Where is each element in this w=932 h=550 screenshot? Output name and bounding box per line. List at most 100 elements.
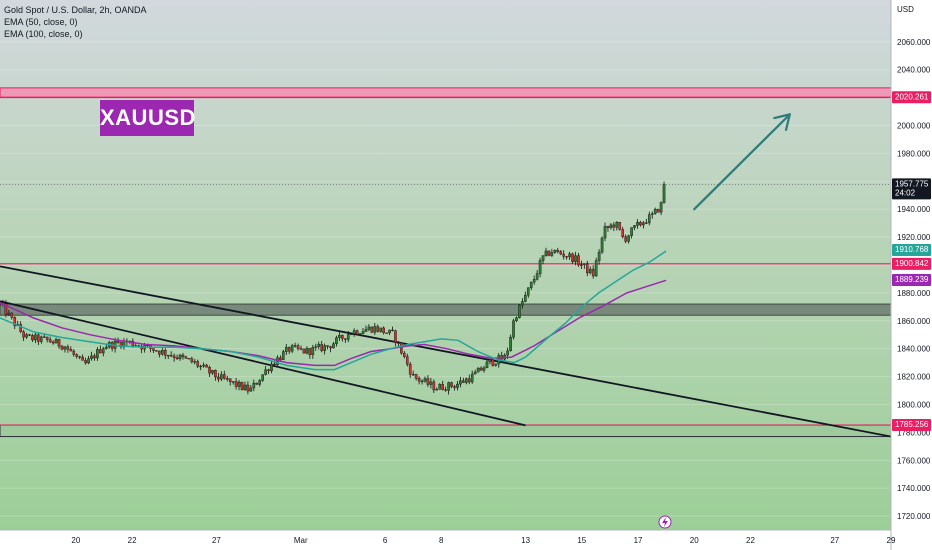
zone-0[interactable] [0,87,892,99]
candle-body-99 [290,345,294,352]
candle-207 [609,222,613,230]
candle-146 [429,377,433,389]
candle-70 [205,363,208,368]
candle-body-197 [580,264,583,266]
ema100-line[interactable] [0,279,667,367]
legend-ema100[interactable]: EMA (100, close, 0) [4,29,83,39]
candle-body-149 [438,384,442,390]
candle-body-78 [228,378,232,382]
candle-body-109 [320,344,323,351]
candle-body-105 [308,348,312,355]
y-tick-label-10: 1920.000 [897,233,931,242]
candle-197 [580,260,583,269]
candle-132 [388,329,391,336]
candle-body-220 [647,214,651,224]
level-tag-1-text: 1900.842 [895,259,929,268]
candle-body-41 [119,342,123,348]
candle-body-184 [541,255,545,261]
legend-symbol[interactable]: Gold Spot / U.S. Dollar, 2h, OANDA [4,5,147,15]
candle-222 [653,207,657,215]
y-tick-label-6: 1840.000 [897,345,931,354]
candle-212 [624,234,627,244]
y-tick-label-16: 2040.000 [897,66,931,75]
candle-206 [606,225,610,232]
candle-body-143 [420,380,424,383]
candle-134 [394,329,397,347]
zone-1[interactable] [0,303,892,316]
zone-2[interactable] [0,424,892,438]
trendline-0[interactable] [0,265,892,438]
candle-body-65 [190,358,194,363]
candle-body-145 [426,378,430,385]
candle-body-21 [60,345,64,350]
candle-158 [464,377,468,385]
candle-112 [329,345,332,353]
candle-body-11 [31,335,34,341]
candle-body-110 [323,345,326,351]
legend-ema50[interactable]: EMA (50, close, 0) [4,17,78,27]
time-axis[interactable] [0,530,891,550]
candle-body-196 [577,255,580,266]
candle-body-135 [397,342,400,344]
candle-102 [299,345,303,351]
candle-2 [4,300,8,318]
candle-63 [184,355,188,359]
candle-88 [258,379,262,387]
candle-body-45 [131,340,135,347]
candle-body-186 [547,250,551,256]
candle-body-60 [175,357,179,359]
x-tick-label-3: Mar [294,536,308,545]
candle-129 [379,327,383,333]
candle-body-213 [627,235,630,242]
candle-body-55 [161,349,164,355]
candle-186 [547,250,551,257]
candle-body-131 [385,332,388,334]
candle-body-144 [423,378,427,382]
candle-body-14 [40,336,43,342]
candle-body-160 [470,373,474,383]
candle-168 [494,363,498,367]
candle-body-189 [556,250,560,252]
candle-163 [479,366,483,371]
ema50-line[interactable] [0,250,667,371]
up-arrow-line[interactable] [693,113,791,211]
candle-body-178 [524,294,527,302]
candle-224 [659,201,663,216]
candle-body-188 [553,250,557,253]
candle-body-173 [509,336,512,352]
trendline-1[interactable] [0,300,526,427]
candle-116 [341,334,344,342]
candle-body-123 [361,331,365,334]
candle-body-179 [526,287,530,296]
candle-106 [311,344,315,359]
candle-body-23 [66,346,70,350]
candle-108 [317,341,321,350]
ema-tag-1-text: 1889.239 [895,275,929,284]
candle-body-96 [282,351,285,360]
candle-body-180 [529,281,533,288]
candle-body-76 [222,374,226,379]
candle-body-108 [317,344,321,347]
candle-76 [222,370,226,380]
candle-body-121 [355,330,359,335]
level-tag-0-text: 2020.261 [895,92,929,101]
candle-90 [264,365,267,376]
candle-body-80 [234,381,238,387]
candle-body-91 [267,369,270,372]
candle-111 [326,345,329,350]
y-tick-label-7: 1860.000 [897,317,931,326]
candle-body-174 [512,320,515,338]
candle-157 [462,377,465,383]
candle-body-195 [574,255,577,263]
lightning-icon[interactable] [658,515,672,529]
candle-body-117 [343,338,347,340]
candle-67 [196,359,200,369]
candle-34 [99,345,102,354]
candle-202 [594,257,598,277]
candle-body-116 [341,335,344,339]
candle-body-70 [205,364,208,368]
candle-body-207 [609,224,613,228]
ema-tag-0-text: 1910.768 [895,245,929,254]
x-tick-label-9: 20 [690,536,699,545]
